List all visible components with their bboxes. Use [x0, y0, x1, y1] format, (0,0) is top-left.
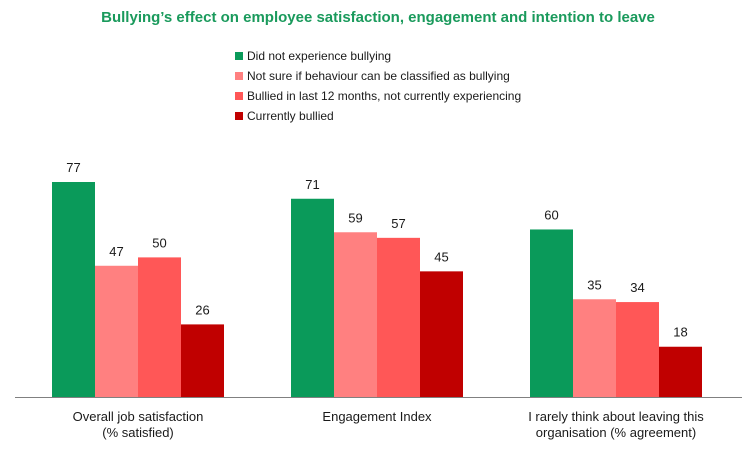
- data-label: 59: [348, 210, 362, 225]
- bar-i-rarely-think-about-leaving-this-organisation-agreement-did-not-experience-bullying: [530, 229, 573, 397]
- legend-item-currently-bullied: Currently bullied: [235, 106, 521, 126]
- bar-overall-job-satisfaction-satisfied-did-not-experience-bullying: [52, 182, 95, 397]
- bar-i-rarely-think-about-leaving-this-organisation-agreement-bullied-in-last-12-months-not-currently-experiencing: [616, 302, 659, 397]
- data-label: 47: [109, 244, 123, 259]
- bar-i-rarely-think-about-leaving-this-organisation-agreement-not-sure-if-behaviour-can-be-classified-as-bullying: [573, 299, 616, 397]
- legend-swatch: [235, 72, 243, 80]
- bar-i-rarely-think-about-leaving-this-organisation-agreement-currently-bullied: [659, 346, 702, 397]
- chart-title: Bullying’s effect on employee satisfacti…: [101, 9, 655, 26]
- data-label: 26: [195, 302, 209, 317]
- category-label: Engagement Index: [322, 409, 432, 424]
- data-label: 77: [66, 160, 80, 175]
- legend-item-did-not-experience-bullying: Did not experience bullying: [235, 46, 521, 66]
- category-label: Overall job satisfaction: [73, 409, 204, 424]
- bar-overall-job-satisfaction-satisfied-bullied-in-last-12-months-not-currently-experiencing: [138, 257, 181, 397]
- bar-engagement-index-not-sure-if-behaviour-can-be-classified-as-bullying: [334, 232, 377, 397]
- data-label: 18: [673, 325, 687, 340]
- legend-item-not-sure-if-behaviour-can-be-classified-as-bullying: Not sure if behaviour can be classified …: [235, 66, 521, 86]
- bar-engagement-index-currently-bullied: [420, 271, 463, 397]
- legend-label: Did not experience bullying: [247, 49, 392, 63]
- bar-overall-job-satisfaction-satisfied-not-sure-if-behaviour-can-be-classified-as-bullying: [95, 265, 138, 397]
- category-label: organisation (% agreement): [536, 425, 696, 440]
- legend: Did not experience bullying Not sure if b…: [235, 46, 521, 126]
- legend-swatch: [235, 52, 243, 60]
- legend-item-bullied-in-last-12-months-not-currently-experiencing: Bullied in last 12 months, not currently…: [235, 86, 521, 106]
- category-label: I rarely think about leaving this: [528, 409, 704, 424]
- legend-label: Not sure if behaviour can be classified …: [247, 69, 510, 83]
- data-label: 50: [152, 235, 166, 250]
- legend-label: Currently bullied: [247, 109, 334, 123]
- bar-overall-job-satisfaction-satisfied-currently-bullied: [181, 324, 224, 397]
- legend-swatch: [235, 92, 243, 100]
- category-label: (% satisfied): [102, 425, 174, 440]
- data-label: 57: [391, 216, 405, 231]
- legend-label: Bullied in last 12 months, not currently…: [247, 89, 522, 103]
- data-label: 45: [434, 249, 448, 264]
- bar-engagement-index-bullied-in-last-12-months-not-currently-experiencing: [377, 237, 420, 397]
- data-label: 34: [630, 280, 644, 295]
- data-label: 35: [587, 277, 601, 292]
- data-label: 71: [305, 177, 319, 192]
- bar-engagement-index-did-not-experience-bullying: [291, 198, 334, 397]
- data-label: 60: [544, 207, 558, 222]
- legend-swatch: [235, 112, 243, 120]
